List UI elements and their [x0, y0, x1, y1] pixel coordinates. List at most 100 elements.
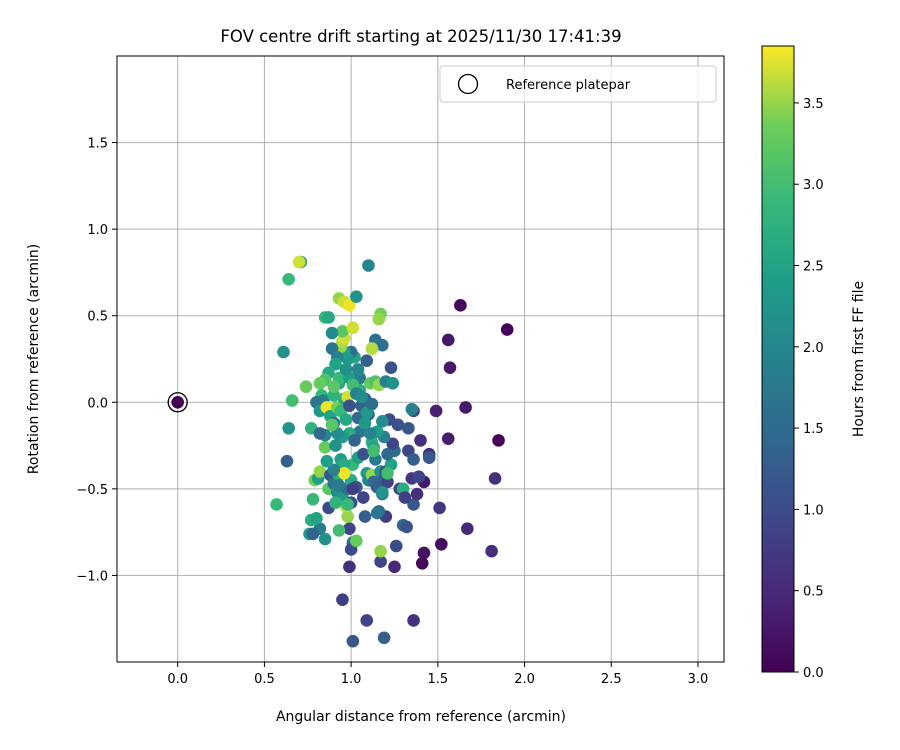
colorbar-label: Hours from first FF file	[851, 281, 867, 437]
data-point	[461, 522, 474, 535]
x-axis-ticks: 0.0 0.5 1.0 1.5 2.0 2.5 3.0	[167, 662, 708, 687]
data-point	[343, 560, 356, 574]
data-point	[370, 506, 384, 520]
x-tick-label: 3.0	[688, 672, 709, 687]
data-point	[358, 416, 372, 430]
data-point	[351, 363, 365, 376]
data-point	[414, 434, 427, 447]
data-point	[270, 498, 283, 511]
data-point	[329, 496, 342, 510]
data-point	[398, 491, 412, 504]
colorbar-tick-label: 2.5	[803, 260, 824, 275]
data-point	[336, 324, 349, 338]
colorbar-ticks: 0.0 0.5 1.0 1.5 2.0 2.5 3.0 3.5	[794, 97, 824, 681]
plot-area	[117, 56, 724, 662]
data-point	[341, 510, 354, 523]
data-point	[360, 354, 374, 368]
reference-platepar-marker	[167, 392, 188, 413]
data-point	[415, 557, 429, 570]
data-point	[336, 593, 349, 606]
legend: Reference platepar	[439, 65, 717, 103]
chart-title: FOV centre drift starting at 2025/11/30 …	[220, 27, 621, 46]
data-point	[329, 439, 342, 452]
data-point	[372, 312, 386, 326]
legend-entry-reference-platepar: Reference platepar	[506, 78, 631, 93]
data-point	[306, 492, 320, 506]
y-axis-label: Rotation from reference (arcmin)	[26, 244, 42, 474]
data-point	[292, 255, 306, 269]
x-axis-label: Angular distance from reference (arcmin)	[276, 709, 566, 725]
data-point	[346, 321, 360, 335]
x-tick-label: 0.5	[254, 672, 275, 687]
data-point	[400, 520, 413, 534]
data-point	[407, 453, 420, 466]
colorbar-gradient	[761, 45, 795, 673]
y-tick-label: −1.0	[76, 569, 108, 584]
data-point	[346, 634, 360, 648]
data-point	[282, 421, 295, 435]
data-point	[355, 390, 368, 404]
y-tick-label: 0.0	[87, 396, 108, 411]
data-point	[402, 421, 415, 435]
data-point	[386, 376, 400, 390]
colorbar-tick-label: 2.0	[803, 341, 824, 356]
data-point	[441, 432, 455, 445]
data-point	[386, 437, 400, 451]
data-point	[313, 427, 327, 440]
data-point	[407, 614, 420, 627]
data-point	[441, 333, 455, 347]
colorbar-tick-label: 1.0	[803, 503, 824, 518]
y-axis-ticks: −1.0 −0.5 0.0 0.5 1.0 1.5	[76, 137, 117, 584]
colorbar-tick-label: 0.5	[803, 585, 824, 600]
y-tick-label: −0.5	[76, 483, 108, 498]
data-point	[350, 290, 363, 303]
data-point	[376, 486, 389, 499]
data-point	[313, 376, 327, 390]
data-point	[327, 380, 341, 394]
data-point	[443, 361, 457, 374]
data-point	[332, 524, 346, 537]
data-point	[327, 389, 341, 402]
y-tick-label: 1.0	[87, 223, 108, 238]
data-point	[343, 399, 356, 413]
data-point	[492, 434, 505, 447]
data-point	[374, 555, 387, 568]
data-point	[343, 299, 356, 312]
data-point	[348, 434, 361, 447]
data-point	[325, 326, 339, 340]
data-point	[365, 342, 379, 355]
data-point	[306, 527, 320, 541]
data-point	[318, 441, 332, 454]
legend-box	[439, 65, 717, 103]
data-point	[285, 394, 299, 407]
data-point	[384, 361, 398, 374]
data-point	[363, 427, 377, 440]
data-point	[454, 299, 467, 312]
data-point	[367, 444, 380, 458]
data-point	[350, 534, 363, 548]
data-point	[343, 522, 356, 535]
x-tick-label: 0.0	[167, 672, 188, 687]
data-point	[360, 614, 374, 627]
data-point	[339, 413, 353, 426]
data-point	[299, 380, 313, 394]
colorbar-tick-label: 0.0	[803, 666, 824, 681]
data-point	[435, 537, 448, 551]
data-point	[412, 470, 426, 484]
data-point	[362, 259, 375, 272]
data-point	[429, 404, 443, 418]
data-point	[391, 418, 405, 432]
data-point	[337, 466, 351, 480]
data-point	[280, 454, 294, 468]
y-tick-label: 0.5	[87, 310, 108, 325]
data-point	[313, 465, 327, 478]
data-point	[405, 402, 419, 416]
data-point	[407, 498, 420, 511]
y-tick-label: 1.5	[87, 137, 108, 152]
data-point	[376, 415, 389, 428]
data-point	[388, 560, 401, 574]
plot-frame	[116, 55, 725, 663]
data-point	[310, 511, 323, 525]
reference-point-fill	[171, 395, 184, 409]
data-point	[332, 479, 346, 492]
